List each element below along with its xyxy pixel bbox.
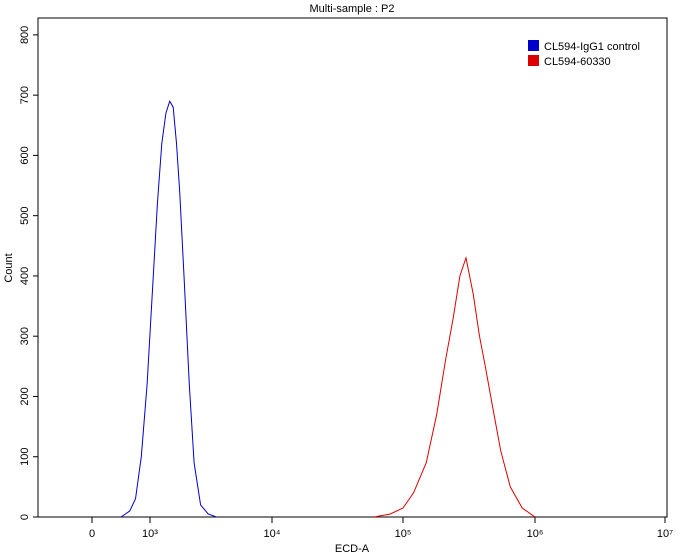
x-tick-label: 10⁴ (264, 528, 281, 540)
x-tick-label: 0 (89, 528, 95, 540)
y-tick-label: 600 (19, 146, 31, 164)
legend-swatch (528, 40, 539, 51)
legend-label: CL594-IgG1 control (544, 41, 640, 53)
y-tick-label: 700 (19, 86, 31, 104)
y-tick-label: 400 (19, 267, 31, 285)
y-tick-label: 0 (19, 514, 31, 520)
series-line (373, 255, 536, 518)
y-tick-label: 100 (19, 448, 31, 466)
x-axis-label: ECD-A (335, 543, 370, 555)
y-tick-label: 200 (19, 387, 31, 405)
legend-swatch (528, 55, 539, 66)
x-tick-label: 10⁶ (527, 528, 544, 540)
x-tick-label: 10⁵ (395, 528, 412, 540)
legend-label: CL594-60330 (544, 56, 611, 68)
x-tick-label: 10³ (142, 528, 158, 540)
y-axis-label: Count (3, 253, 15, 282)
y-tick-label: 500 (19, 206, 31, 224)
y-tick-label: 300 (19, 327, 31, 345)
x-tick-label: 10⁷ (657, 528, 673, 540)
series-line (120, 99, 217, 518)
chart-title: Multi-sample : P2 (310, 3, 395, 15)
y-tick-label: 800 (19, 26, 31, 44)
plot-frame (37, 17, 668, 518)
